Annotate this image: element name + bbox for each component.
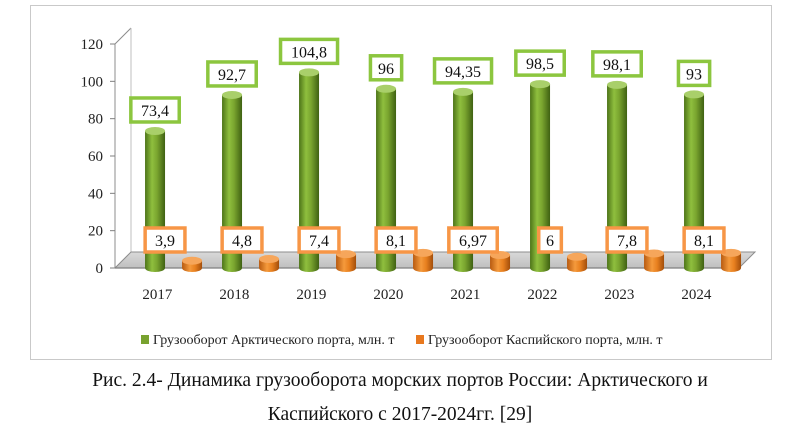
data-label-arctic: 98,1 [591, 50, 643, 78]
bar-caspian [644, 249, 665, 272]
svg-text:4,8: 4,8 [232, 233, 252, 250]
data-label-arctic: 96 [368, 54, 404, 82]
bar-caspian [721, 248, 742, 272]
bar-caspian [336, 250, 357, 272]
bar-caspian [413, 248, 434, 272]
svg-text:92,7: 92,7 [218, 67, 246, 84]
data-label-arctic: 92,7 [206, 60, 258, 88]
bar-caspian [567, 252, 588, 272]
svg-text:8,1: 8,1 [694, 233, 714, 250]
data-label-arctic: 73,4 [129, 96, 181, 124]
data-label-caspian: 3,9 [143, 226, 187, 254]
bar-arctic [299, 68, 320, 272]
x-tick-label: 2019 [296, 287, 326, 303]
data-label-caspian: 8,1 [682, 226, 726, 254]
legend-swatch [416, 335, 424, 344]
chart-frame: 0 20 40 60 80 100 120 2017 2018 2019 2020 2021 2022 2… [30, 5, 772, 360]
x-tick-label: 2018 [219, 287, 249, 303]
data-label-arctic: 94,35 [432, 57, 494, 85]
svg-text:94,35: 94,35 [445, 64, 481, 81]
y-tick-label: 20 [88, 224, 103, 240]
legend: Грузооборот Арктического порта, млн. т Гр… [141, 333, 663, 348]
y-tick-label: 40 [88, 186, 103, 202]
bar-caspian [490, 250, 511, 272]
svg-text:98,1: 98,1 [603, 57, 631, 74]
legend-item-caspian: Грузооборот Каспийского порта, млн. т [416, 333, 663, 348]
x-tick-label: 2024 [681, 287, 712, 303]
bar-arctic [530, 80, 551, 272]
svg-text:93: 93 [686, 66, 702, 83]
x-tick-label: 2021 [450, 287, 480, 303]
data-label-arctic: 93 [676, 59, 712, 88]
svg-text:3,9: 3,9 [155, 233, 175, 250]
data-labels-layer: 73,4 3,9 92,7 4,8 104,8 7,4 96 8,1 94,35 6,97 98,5… [129, 37, 726, 254]
svg-text:96: 96 [378, 61, 394, 78]
data-label-caspian: 6 [536, 226, 564, 254]
data-label-caspian: 7,8 [605, 226, 649, 254]
svg-text:7,4: 7,4 [309, 233, 329, 250]
bar-caspian [259, 255, 280, 272]
figure-caption-line-1: Рис. 2.4- Динамика грузооборота морских … [92, 370, 708, 391]
svg-text:73,4: 73,4 [141, 103, 169, 120]
x-tick-label: 2022 [527, 287, 557, 303]
y-tick-label: 80 [88, 112, 103, 128]
y-tick-label: 120 [81, 37, 104, 53]
svg-text:98,5: 98,5 [526, 56, 554, 73]
svg-text:6: 6 [546, 233, 554, 250]
bar-caspian [182, 256, 203, 272]
x-tick-label: 2023 [604, 287, 634, 303]
legend-item-arctic: Грузооборот Арктического порта, млн. т [141, 333, 394, 348]
left-wall-edge [114, 27, 132, 268]
legend-label: Грузооборот Каспийского порта, млн. т [428, 333, 663, 348]
data-label-caspian: 4,8 [220, 226, 264, 254]
bar-arctic [376, 84, 397, 272]
y-tick-label: 100 [81, 74, 104, 90]
data-label-arctic: 104,8 [278, 37, 340, 66]
y-tick-label: 60 [88, 149, 103, 165]
data-label-caspian: 8,1 [374, 226, 418, 254]
svg-text:104,8: 104,8 [291, 44, 327, 61]
figure-caption-line-2: Каспийского с 2017-2024гг. [29] [267, 404, 533, 425]
data-label-caspian: 7,4 [297, 226, 341, 254]
svg-text:6,97: 6,97 [459, 233, 487, 250]
data-label-arctic: 98,5 [514, 49, 566, 77]
data-label-caspian: 6,97 [447, 226, 499, 254]
svg-text:8,1: 8,1 [386, 233, 406, 250]
bar-arctic [607, 80, 628, 272]
legend-label: Грузооборот Арктического порта, млн. т [153, 333, 394, 348]
bar-chart: 0 20 40 60 80 100 120 2017 2018 2019 2020 2021 2022 2… [81, 27, 757, 348]
svg-text:7,8: 7,8 [617, 233, 637, 250]
legend-swatch [141, 335, 149, 344]
y-tick-label: 0 [96, 261, 104, 277]
x-tick-label: 2020 [373, 287, 403, 303]
x-tick-label: 2017 [142, 287, 173, 303]
